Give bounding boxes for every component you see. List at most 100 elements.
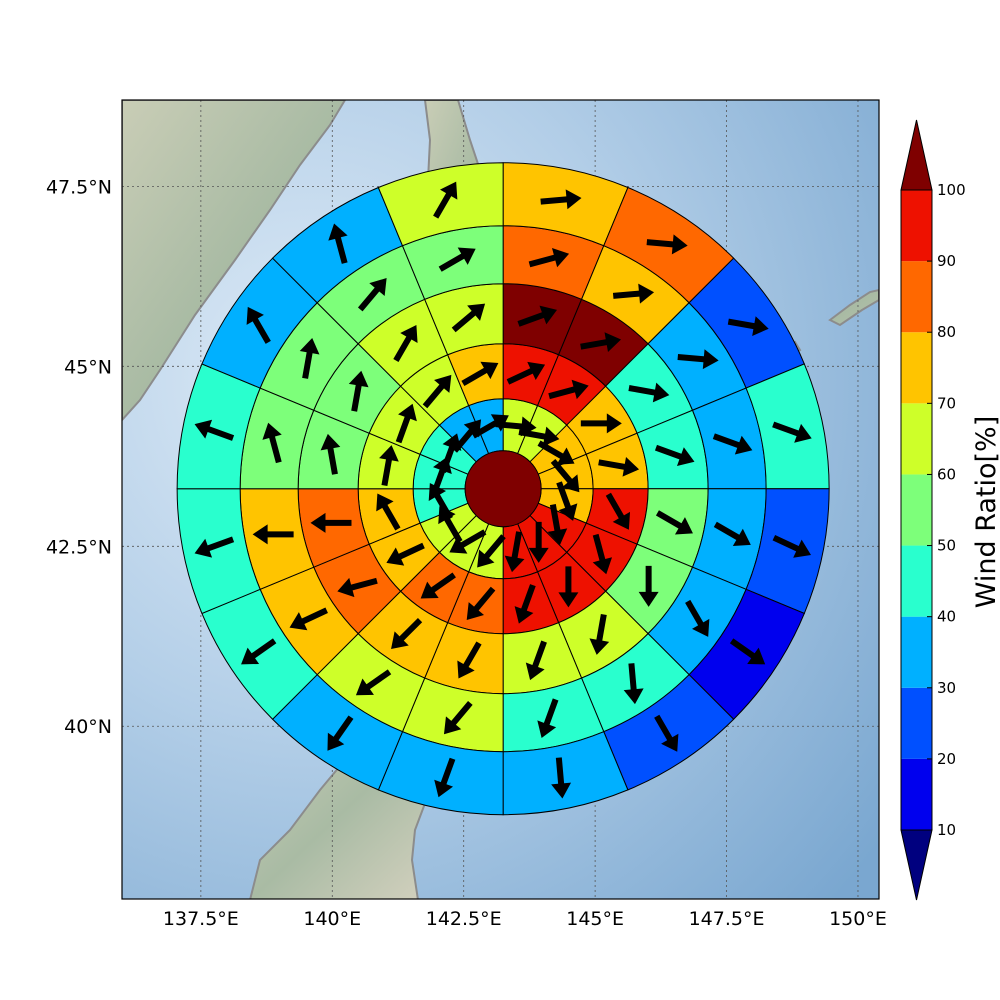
wind-arrow bbox=[628, 382, 670, 403]
wind-arrow bbox=[348, 370, 369, 412]
wind-arrow bbox=[558, 566, 579, 608]
wind-arrow bbox=[623, 663, 644, 705]
lon-tick-label: 145°E bbox=[566, 908, 624, 930]
wind-arrow bbox=[638, 565, 659, 607]
wind-arrow bbox=[477, 534, 506, 568]
wind-arrow bbox=[422, 374, 452, 409]
wind-arrow bbox=[589, 613, 610, 655]
lat-tick-label: 47.5°N bbox=[46, 176, 112, 198]
lat-tick-label: 45°N bbox=[64, 356, 112, 378]
wind-arrow bbox=[772, 421, 812, 443]
colorbar-tick-label: 70 bbox=[937, 394, 956, 412]
wind-arrow bbox=[379, 445, 399, 486]
wind-arrow bbox=[449, 529, 487, 554]
colorbar-segment bbox=[901, 616, 932, 688]
colorbar-tick-label: 100 bbox=[937, 181, 966, 199]
wind-arrow bbox=[537, 440, 575, 465]
colorbar-tick-label: 60 bbox=[937, 465, 956, 483]
wind-arrow bbox=[451, 303, 486, 333]
wind-arrow bbox=[528, 521, 549, 563]
lon-tick-label: 147.5°E bbox=[689, 908, 765, 930]
wind-arrows bbox=[194, 181, 812, 799]
lat-tick-label: 40°N bbox=[64, 716, 112, 738]
wind-arrow bbox=[241, 638, 277, 665]
colorbar-tick-label: 50 bbox=[937, 537, 956, 555]
wind-arrow bbox=[438, 247, 476, 272]
wind-arrow bbox=[654, 714, 679, 752]
wind-arrow bbox=[772, 534, 812, 558]
wind-arrow bbox=[517, 305, 558, 327]
wind-arrow bbox=[506, 361, 546, 385]
wind-arrow bbox=[528, 247, 570, 268]
colorbar-segment bbox=[901, 474, 932, 546]
colorbar: 10 20 30 40 50 60 70 80 90 100 Wind Ratio[%] bbox=[900, 119, 1000, 901]
wind-arrow bbox=[443, 700, 473, 735]
wind-arrow bbox=[548, 379, 589, 400]
wind-arrow bbox=[580, 332, 622, 353]
wind-arrow bbox=[355, 669, 392, 696]
wind-arrow bbox=[556, 481, 578, 521]
wind-arrow bbox=[550, 458, 580, 493]
lat-tick-label: 42.5°N bbox=[46, 536, 112, 558]
wind-arrow bbox=[252, 524, 294, 545]
colorbar-extend-min bbox=[900, 829, 933, 901]
wind-arrow bbox=[605, 492, 631, 530]
center-cell bbox=[464, 450, 542, 528]
lon-tick-label: 142.5°E bbox=[426, 908, 502, 930]
wind-arrow bbox=[471, 414, 509, 439]
wind-arrow bbox=[598, 456, 640, 477]
wind-arrow bbox=[677, 349, 719, 370]
polar-sectors bbox=[176, 162, 830, 816]
colorbar-segment bbox=[901, 190, 932, 262]
lat-tick-labels: 40°N 42.5°N 45°N 47.5°N bbox=[46, 176, 112, 738]
wind-arrow bbox=[299, 338, 320, 379]
wind-arrow bbox=[580, 413, 622, 434]
plot-frame bbox=[121, 99, 880, 900]
colorbar-segment bbox=[901, 545, 932, 617]
wind-arrow bbox=[525, 640, 547, 681]
colorbar-tick-label: 30 bbox=[937, 679, 956, 697]
wind-arrow bbox=[685, 599, 710, 637]
colorbar-tick-label: 10 bbox=[937, 821, 956, 839]
wind-arrow bbox=[337, 577, 378, 598]
wind-arrow bbox=[327, 715, 354, 751]
wind-arrow bbox=[433, 181, 458, 219]
colorbar-frame bbox=[900, 189, 933, 831]
colorbar-tick-label: 20 bbox=[937, 750, 956, 768]
wind-arrow bbox=[537, 698, 559, 738]
colorbar-segment bbox=[901, 261, 932, 333]
wind-arrow bbox=[547, 504, 568, 545]
colorbar-segment bbox=[901, 332, 932, 404]
wind-arrow bbox=[729, 638, 766, 665]
wind-arrow bbox=[395, 403, 417, 444]
lon-tick-labels: 137.5°E 140°E 142.5°E 145°E 147.5°E 150°E bbox=[163, 908, 887, 930]
wind-arrow bbox=[391, 617, 423, 650]
wind-arrow bbox=[376, 493, 401, 531]
wind-arrow bbox=[457, 641, 482, 679]
wind-arrow bbox=[712, 433, 753, 455]
lon-tick-label: 140°E bbox=[303, 908, 361, 930]
wind-arrow bbox=[504, 531, 525, 573]
wind-arrow bbox=[713, 521, 751, 547]
colorbar-segment bbox=[901, 758, 932, 830]
wind-arrow bbox=[592, 533, 613, 575]
wind-arrow bbox=[438, 506, 463, 544]
wind-arrow bbox=[514, 584, 536, 624]
wind-arrow bbox=[434, 757, 456, 798]
wind-arrow bbox=[194, 536, 235, 558]
lon-tick-label: 150°E bbox=[829, 908, 887, 930]
land-asia-mainland bbox=[122, 100, 347, 422]
wind-arrow bbox=[654, 444, 695, 467]
wind-arrow bbox=[727, 316, 769, 336]
map-plot-area bbox=[121, 99, 880, 900]
colorbar-segment bbox=[901, 687, 932, 759]
lon-tick-label: 137.5°E bbox=[163, 908, 239, 930]
wind-arrow bbox=[289, 607, 328, 631]
wind-arrow bbox=[551, 757, 572, 799]
wind-arrow bbox=[328, 223, 348, 264]
wind-arrow bbox=[461, 361, 499, 387]
colorbar-segment bbox=[901, 403, 932, 475]
wind-arrow bbox=[320, 433, 341, 475]
colorbar-tick-label: 80 bbox=[937, 323, 956, 341]
